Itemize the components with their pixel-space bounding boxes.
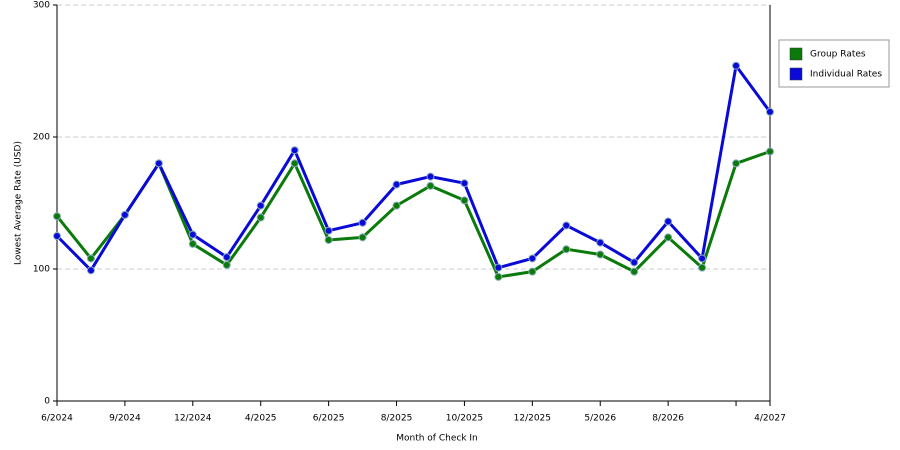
x-tick-label: 12/2024 bbox=[174, 414, 212, 424]
data-point bbox=[358, 233, 367, 242]
data-point bbox=[120, 210, 129, 219]
data-point bbox=[528, 254, 537, 263]
data-point bbox=[188, 239, 197, 248]
data-point bbox=[392, 180, 401, 189]
data-point bbox=[562, 245, 571, 254]
x-axis-label: Month of Check In bbox=[396, 434, 478, 444]
data-point bbox=[494, 272, 503, 281]
data-point bbox=[698, 263, 707, 272]
data-point bbox=[562, 221, 571, 230]
legend-swatch bbox=[789, 47, 803, 61]
x-tick-label: 6/2025 bbox=[313, 414, 345, 424]
y-tick-label: 0 bbox=[44, 397, 50, 407]
x-tick-label: 10/2025 bbox=[446, 414, 483, 424]
data-point bbox=[528, 267, 537, 276]
data-point bbox=[630, 258, 639, 267]
y-axis-label: Lowest Average Rate (USD) bbox=[14, 141, 24, 265]
x-tick-label: 4/2027 bbox=[754, 414, 786, 424]
data-point bbox=[426, 172, 435, 181]
data-point bbox=[324, 226, 333, 235]
data-point bbox=[188, 230, 197, 239]
data-point bbox=[664, 233, 673, 242]
legend-label: Group Rates bbox=[810, 50, 866, 60]
legend-swatch bbox=[789, 67, 803, 81]
series-line bbox=[55, 64, 772, 272]
data-point bbox=[494, 263, 503, 272]
data-point bbox=[290, 159, 299, 168]
data-point bbox=[222, 253, 231, 262]
data-point bbox=[222, 261, 231, 270]
data-point bbox=[460, 196, 469, 205]
data-point bbox=[154, 159, 163, 168]
data-point bbox=[596, 250, 605, 259]
data-point bbox=[256, 213, 265, 222]
data-point bbox=[732, 159, 741, 168]
data-point bbox=[324, 235, 333, 244]
series-line bbox=[55, 150, 771, 279]
y-tick-label: 200 bbox=[33, 133, 50, 143]
data-point bbox=[358, 218, 367, 227]
data-point bbox=[86, 254, 95, 263]
x-tick-label: 8/2025 bbox=[381, 414, 413, 424]
x-tick-label: 4/2025 bbox=[245, 414, 277, 424]
data-point bbox=[256, 201, 265, 210]
data-point bbox=[290, 146, 299, 155]
data-point bbox=[766, 107, 774, 116]
data-point bbox=[426, 181, 435, 190]
data-point bbox=[732, 61, 741, 70]
data-point bbox=[460, 179, 469, 188]
x-tick-label: 9/2024 bbox=[109, 414, 141, 424]
data-point bbox=[766, 147, 774, 156]
data-point bbox=[392, 201, 401, 210]
x-tick-label: 6/2024 bbox=[41, 414, 73, 424]
data-point bbox=[664, 217, 673, 226]
data-point bbox=[630, 267, 639, 276]
legend-label: Individual Rates bbox=[810, 70, 882, 80]
x-tick-label: 8/2026 bbox=[652, 414, 684, 424]
data-point bbox=[596, 238, 605, 247]
x-tick-label: 5/2026 bbox=[584, 414, 616, 424]
data-point bbox=[53, 212, 61, 221]
data-point bbox=[86, 266, 95, 275]
y-tick-label: 100 bbox=[33, 265, 50, 275]
y-tick-label: 300 bbox=[33, 1, 50, 11]
x-tick-label: 12/2025 bbox=[514, 414, 551, 424]
data-point bbox=[698, 254, 707, 263]
data-point bbox=[53, 232, 61, 240]
